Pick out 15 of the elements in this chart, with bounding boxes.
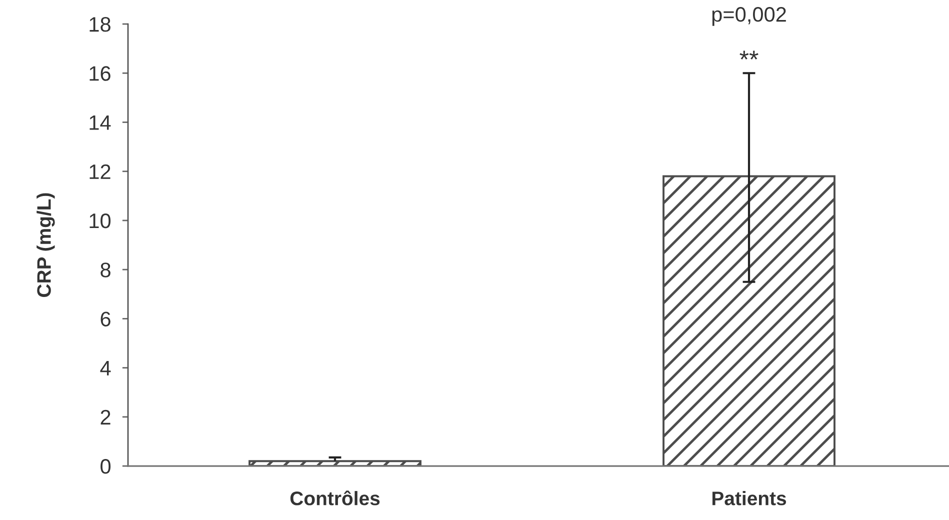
x-tick-label: Contrôles [290, 490, 380, 506]
y-tick-label: 14 [90, 115, 111, 130]
y-tick-label: 10 [90, 213, 111, 228]
y-tick-label: 12 [90, 164, 110, 179]
y-tick-label: 2 [100, 410, 110, 424]
y-tick-label: 16 [90, 66, 110, 81]
y-tick-label: 6 [100, 312, 110, 326]
y-axis-title: CRP (mg/L) [36, 193, 55, 297]
x-tick-label: Patients [712, 491, 786, 506]
annotation: ** [740, 50, 758, 60]
annotation: p=0,002 [712, 7, 786, 26]
y-tick-label: 0 [100, 459, 111, 474]
y-tick-label: 8 [100, 262, 110, 278]
y-tick-label: 4 [100, 361, 111, 376]
y-tick-label: 18 [90, 17, 110, 32]
